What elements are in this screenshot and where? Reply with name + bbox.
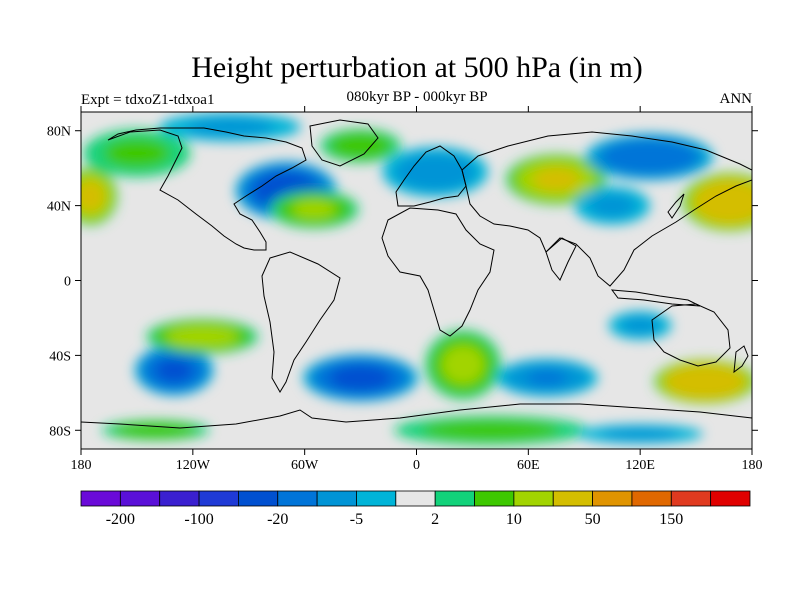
anomaly-center-12 <box>134 345 214 396</box>
anomaly-contour-fill <box>526 370 568 386</box>
anomaly-center-6 <box>585 133 714 181</box>
anomaly-center-9 <box>574 186 650 225</box>
colorbar-swatch <box>198 490 239 507</box>
anomaly-center-7 <box>682 172 752 232</box>
colorbar-swatch <box>592 490 633 507</box>
colorbar-label: 10 <box>506 511 522 528</box>
lat-tick-label: 0 <box>64 275 71 290</box>
anomaly-center-10 <box>83 129 191 177</box>
anomaly-center-21 <box>577 424 703 444</box>
anomaly-center-8 <box>81 167 118 226</box>
coastline-africa <box>381 207 495 337</box>
colorbar-label: 2 <box>431 511 439 528</box>
colorbar-swatch <box>710 490 751 507</box>
lon-tick-label: 120W <box>176 458 211 473</box>
season-label: ANN <box>719 91 753 107</box>
anomaly-contour-fill <box>620 316 660 335</box>
anomaly-center-2 <box>320 128 401 163</box>
colorbar-swatch <box>552 490 593 507</box>
anomaly-contour-fill <box>532 167 581 192</box>
colorbar-label: 50 <box>585 511 601 528</box>
colorbar-label: -100 <box>184 511 213 528</box>
lat-tick-label: 80S <box>49 424 71 439</box>
colorbar-swatch <box>119 490 161 507</box>
colorbar-swatch <box>474 490 515 507</box>
anomaly-contour-fill <box>588 193 636 218</box>
colorbar-swatch <box>238 490 279 507</box>
anomaly-center-3 <box>269 190 359 229</box>
coastline-greenland <box>309 119 379 167</box>
anomaly-center-13 <box>146 319 258 355</box>
anomaly-field <box>81 112 752 445</box>
lon-tick-label: 180 <box>742 458 763 473</box>
anomaly-contour-fill <box>155 358 193 383</box>
colorbar: -200 -100 -20 -5 2 10 50 150 <box>80 490 751 528</box>
colorbar-label: -5 <box>350 511 363 528</box>
anomaly-center-16 <box>496 359 598 397</box>
anomaly-center-14 <box>303 354 419 402</box>
anomaly-center-5 <box>506 154 607 205</box>
colorbar-swatch <box>395 490 436 507</box>
anomaly-contour-fill <box>601 139 698 175</box>
anomaly-contour-fill <box>291 199 337 219</box>
colorbar-label: 150 <box>659 511 683 528</box>
colorbar-swatch <box>434 490 475 507</box>
coastline-asia <box>461 131 752 287</box>
anomaly-contour-fill <box>394 152 476 191</box>
anomaly-contour-fill <box>664 364 747 400</box>
anomaly-contour-fill <box>103 138 171 168</box>
lon-tick-label: 180 <box>71 458 92 473</box>
anomaly-center-11 <box>159 112 301 142</box>
colorbar-swatch <box>316 490 357 507</box>
anomaly-center-15 <box>425 330 502 400</box>
anomaly-contour-fill <box>329 365 392 391</box>
anomaly-contour-fill <box>422 419 560 441</box>
coastline-north-america <box>107 127 307 251</box>
anomaly-contour-fill <box>112 422 199 439</box>
coastline-europe <box>395 145 467 207</box>
anomaly-center-17 <box>608 311 672 340</box>
lon-tick-label: 120E <box>625 458 655 473</box>
colorbar-label: -20 <box>267 511 288 528</box>
anomaly-center-18 <box>654 359 752 404</box>
lat-tick-label: 80N <box>47 125 71 140</box>
coastline-australia <box>651 303 731 367</box>
map-subtitle: 080kyr BP - 000kyr BP <box>346 89 488 105</box>
axis-ticks: 180 120W 60W 0 60E 120E 180 80N 40N 0 40S 80S <box>47 106 763 473</box>
coastline-antarctica <box>81 403 752 429</box>
colorbar-swatch <box>670 490 712 507</box>
map-title: Height perturbation at 500 hPa (in m) <box>191 51 643 84</box>
colorbar-swatch <box>513 490 554 507</box>
colorbar-label: -200 <box>106 511 135 528</box>
anomaly-contour-fill <box>441 345 485 385</box>
coastline-japan <box>667 193 685 219</box>
anomaly-contour-fill <box>601 428 680 440</box>
anomaly-contour-fill <box>165 325 239 349</box>
colorbar-swatch <box>277 490 318 507</box>
experiment-label: Expt = tdxoZ1-tdxoa1 <box>81 92 215 108</box>
colorbar-swatch <box>159 490 200 507</box>
colorbar-swatch <box>80 490 121 507</box>
anomaly-contour-fill <box>81 179 106 213</box>
anomaly-center-19 <box>101 420 210 441</box>
colorbar-swatch <box>356 490 397 507</box>
colorbar-swatch <box>631 490 672 507</box>
coastline-india <box>545 237 577 281</box>
anomaly-contour-fill <box>186 118 275 136</box>
lon-tick-label: 0 <box>413 458 420 473</box>
anomaly-center-20 <box>394 415 589 445</box>
coastline-new-zealand <box>733 345 749 374</box>
anomaly-contour-fill <box>693 179 752 225</box>
lat-tick-label: 40N <box>47 200 71 215</box>
lat-tick-label: 40S <box>49 349 71 364</box>
anomaly-contour-fill <box>328 132 393 160</box>
coastline-south-america <box>261 251 341 393</box>
anomaly-center-4 <box>382 147 488 197</box>
lon-tick-label: 60E <box>517 458 540 473</box>
lon-tick-label: 60W <box>291 458 319 473</box>
coastlines <box>81 119 752 429</box>
